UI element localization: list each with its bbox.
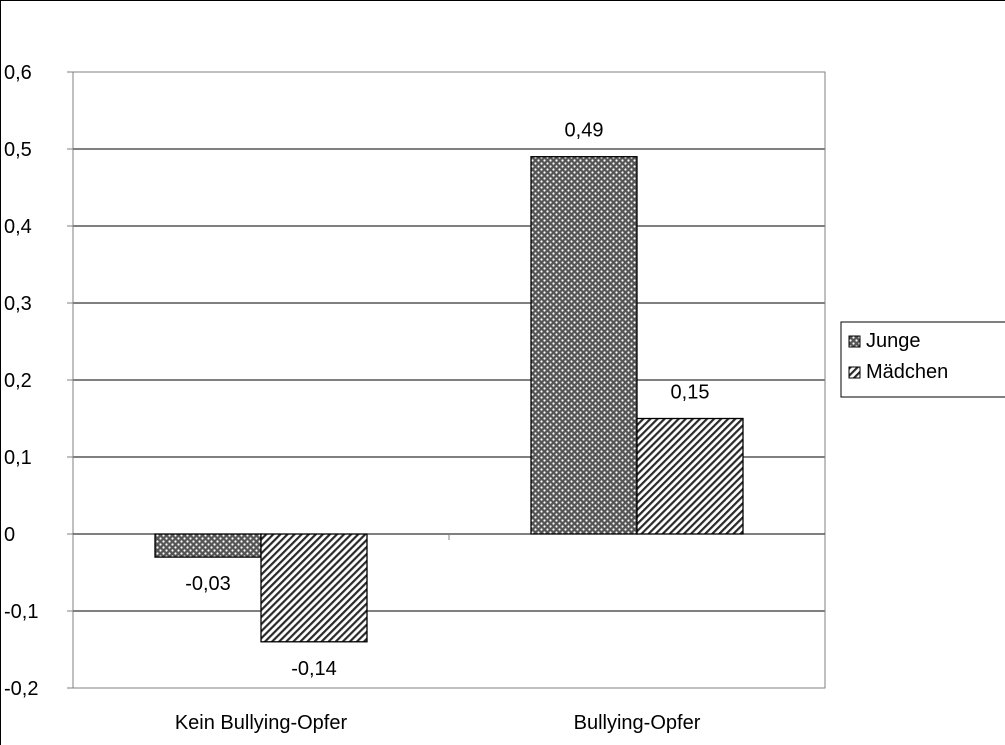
legend-swatch: [848, 366, 861, 379]
legend: Junge Mädchen: [840, 321, 1005, 398]
bar-mdchen-1: [260, 533, 368, 643]
y-tick-label: -0,2: [4, 678, 38, 700]
y-tick-label: -0,1: [4, 601, 38, 623]
y-tick-label: 0,3: [4, 293, 32, 315]
data-label: -0,03: [185, 573, 231, 595]
labels: -0,2 -0,1 0 0,1 0,2 0,3 0,4 0,5 0,6 -0,03 -0,14 Kei…: [4, 62, 709, 734]
y-tick-label: 0,4: [4, 216, 32, 238]
legend-label: Mädchen: [866, 361, 948, 383]
legend-swatch: [848, 335, 861, 348]
y-tick-label: 0,2: [4, 370, 32, 392]
legend-box: [840, 321, 1005, 398]
bar-mdchen-2: [636, 417, 744, 535]
data-label: 0,15: [671, 382, 710, 404]
y-tick-label: 0,5: [4, 139, 32, 161]
plot-area-border: [72, 71, 826, 689]
data-label: 0,49: [565, 120, 604, 142]
y-tick-label: 0: [4, 524, 15, 546]
y-tick-label: 0,1: [4, 447, 32, 469]
bar-junge-1: [154, 533, 262, 558]
legend-label: Junge: [866, 330, 921, 352]
x-category-label: Kein Bullying-Opfer: [175, 712, 348, 734]
data-label: -0,14: [291, 658, 337, 680]
bar-junge-2: [530, 156, 638, 535]
bars: [154, 156, 744, 643]
y-tick-label: 0,6: [4, 62, 32, 84]
x-category-label: Bullying-Opfer: [574, 712, 701, 734]
